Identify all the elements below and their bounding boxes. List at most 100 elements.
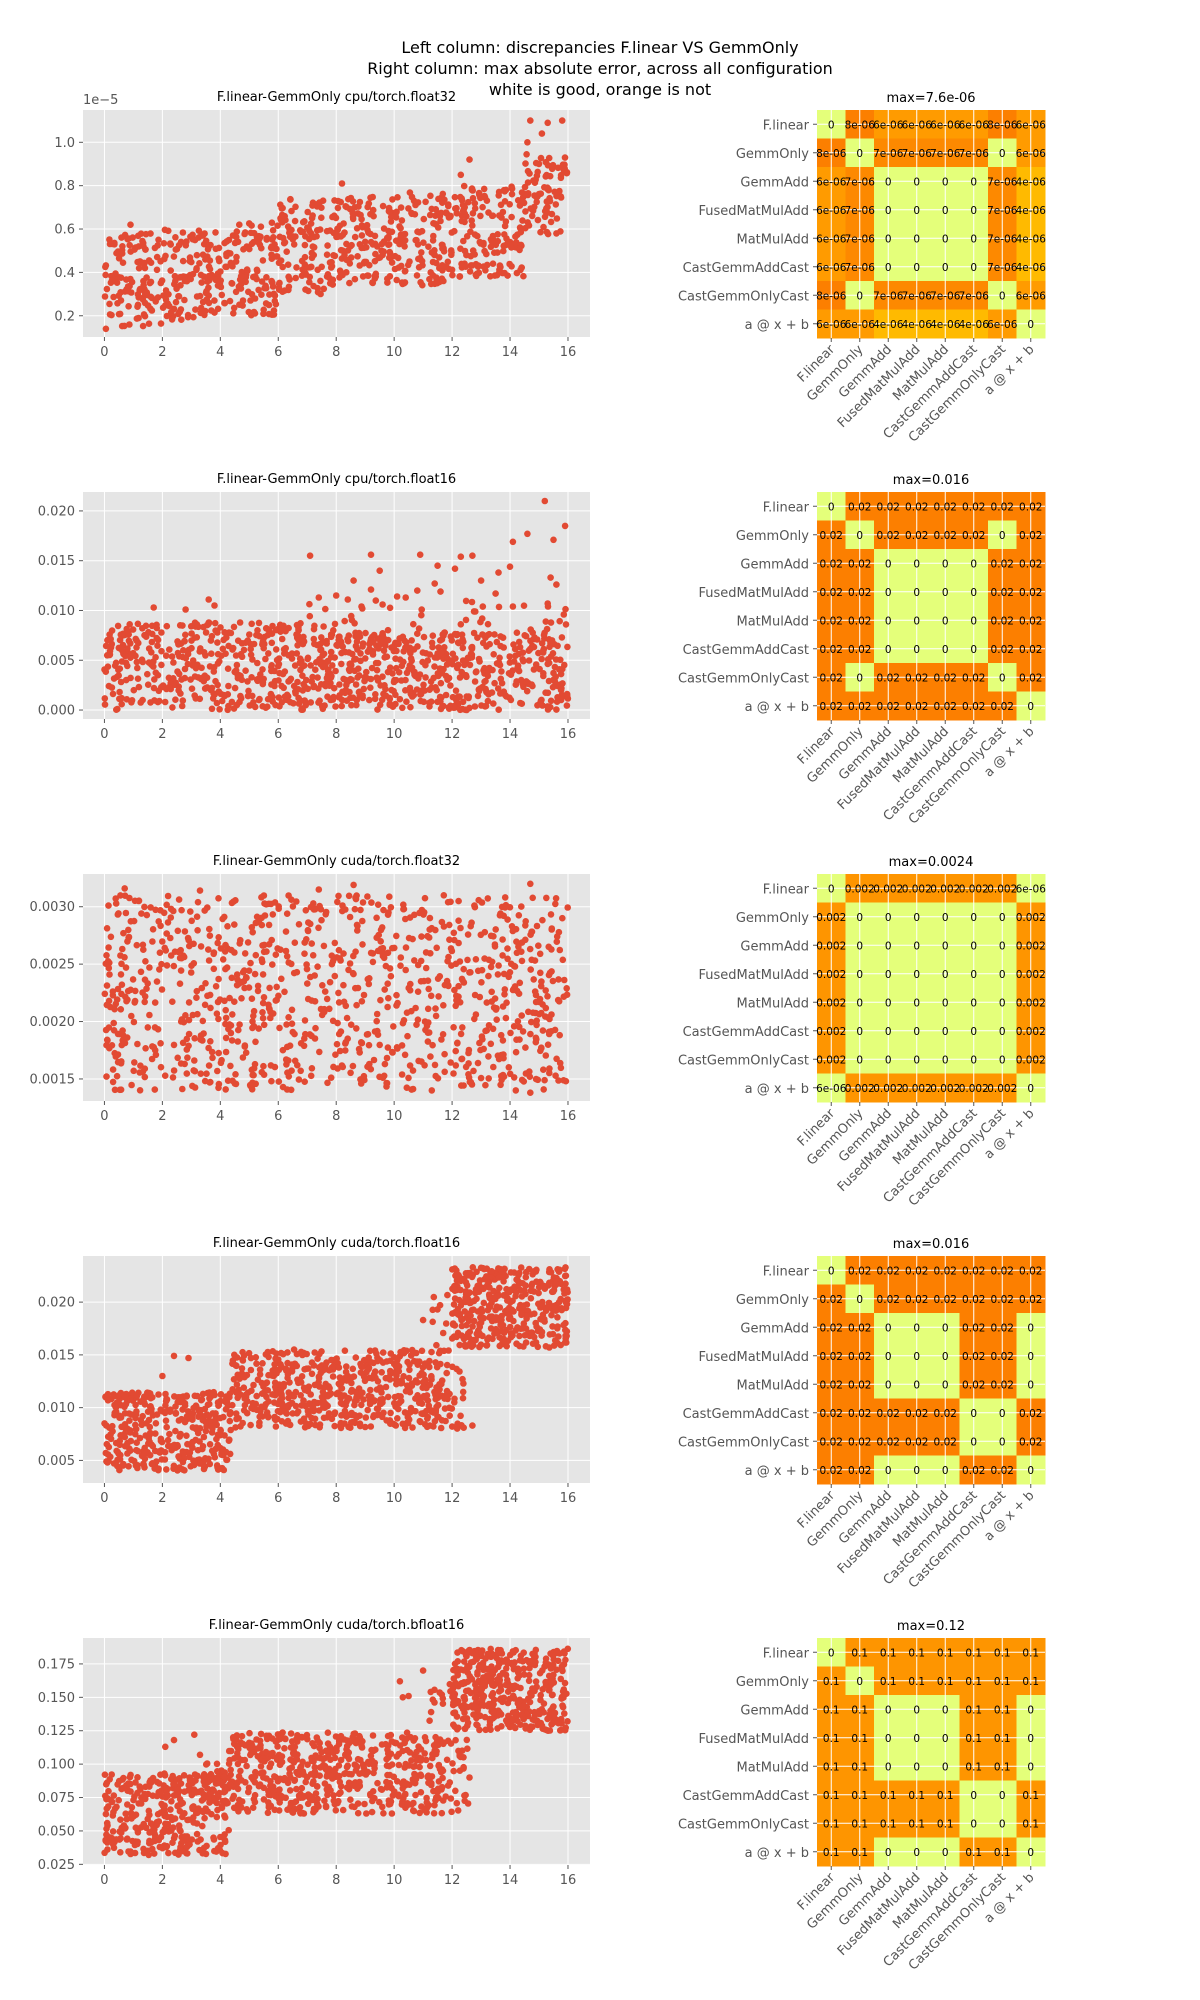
scatter-point [142, 1045, 149, 1052]
scatter-point [334, 233, 342, 240]
scatter-point [165, 1849, 172, 1857]
scatter-point [413, 1021, 420, 1028]
scatter-point [519, 197, 526, 205]
scatter-point [104, 958, 112, 965]
scatter-point [382, 685, 389, 693]
scatter-point [176, 980, 184, 987]
scatter-point [457, 1302, 465, 1309]
scatter-point [542, 1343, 550, 1350]
scatter-point [122, 652, 129, 660]
scatter-point [501, 231, 508, 238]
scatter-point [542, 689, 549, 696]
scatter-point [257, 223, 265, 230]
scatter-point [491, 679, 498, 687]
scatter-point [166, 683, 173, 691]
scatter-point [408, 1380, 416, 1387]
scatter-point [418, 933, 425, 940]
scatter-point [408, 657, 416, 665]
scatter-point [522, 936, 529, 944]
scatter-point [351, 233, 359, 241]
scatter-point [350, 952, 357, 960]
scatter-point [145, 320, 153, 328]
scatter-point [546, 1069, 553, 1077]
scatter-point [522, 160, 529, 167]
scatter-point [253, 1406, 260, 1414]
scatter-point [497, 1031, 505, 1039]
scatter-point [259, 1360, 266, 1367]
scatter-point [511, 963, 519, 970]
scatter-point [125, 631, 132, 638]
scatter-point [309, 202, 316, 209]
scatter-point [392, 1422, 400, 1429]
scatter-point [406, 1062, 414, 1069]
scatter-point [537, 154, 545, 162]
scatter-point [555, 1268, 563, 1275]
scatter-point [331, 654, 339, 661]
scatter-point [117, 892, 124, 899]
scatter-point [210, 965, 218, 973]
scatter-point [318, 1393, 326, 1401]
scatter-point [197, 943, 205, 950]
scatter-point [170, 1067, 178, 1074]
scatter-point [554, 164, 562, 172]
scatter-point [403, 639, 410, 646]
x-tick-label: 8 [332, 727, 340, 742]
scatter-point [527, 117, 534, 124]
scatter-point [134, 303, 141, 311]
scatter-point [144, 980, 151, 987]
scatter-point [170, 1352, 178, 1360]
scatter-point [533, 922, 541, 930]
scatter-point [504, 945, 511, 952]
scatter-point [385, 233, 392, 241]
scatter-point [488, 988, 496, 996]
scatter-point [278, 627, 286, 634]
scatter-point [196, 260, 203, 267]
scatter-point [353, 921, 361, 929]
scatter-point [478, 1315, 486, 1323]
scatter-point [437, 588, 444, 595]
scatter-point [545, 943, 552, 951]
scatter-point [239, 1419, 246, 1427]
scatter-point [345, 966, 352, 974]
scatter-point [189, 1424, 197, 1431]
scatter-point [170, 1462, 178, 1470]
scatter-point [476, 238, 484, 246]
scatter-point [255, 286, 262, 294]
scatter-point [245, 984, 253, 991]
scatter-point [306, 278, 313, 286]
scatter-point [137, 1786, 144, 1793]
scatter-point [356, 241, 364, 248]
scatter-point [391, 1399, 398, 1407]
scatter-point [500, 1054, 507, 1062]
scatter-point [484, 689, 491, 697]
scatter-point [452, 1047, 460, 1055]
scatter-point [222, 629, 230, 637]
scatter-point [304, 995, 312, 1003]
scatter-point [393, 276, 401, 284]
scatter-point [398, 279, 406, 286]
scatter-point [501, 904, 509, 911]
scatter-point [205, 957, 213, 964]
scatter-point [327, 648, 335, 656]
scatter-point [331, 252, 339, 260]
scatter-point [438, 241, 446, 249]
scatter-point [536, 665, 543, 673]
scatter-point [362, 258, 370, 266]
scatter-point [216, 1789, 223, 1797]
scatter-point [224, 923, 231, 930]
scatter-point [377, 996, 384, 1004]
scatter-point [179, 1837, 187, 1844]
scatter-point [266, 1005, 273, 1013]
scatter-point [478, 1305, 485, 1313]
scatter-point [476, 658, 483, 665]
scatter-point [386, 701, 394, 709]
scatter-point [108, 311, 115, 319]
scatter-point [468, 919, 475, 926]
scatter-point [198, 984, 206, 992]
scatter-point [433, 654, 441, 661]
scatter-point [481, 192, 488, 200]
scatter-point [169, 998, 176, 1005]
scatter-point [366, 975, 373, 982]
scatter-point [139, 625, 146, 632]
scatter-point [509, 538, 517, 546]
